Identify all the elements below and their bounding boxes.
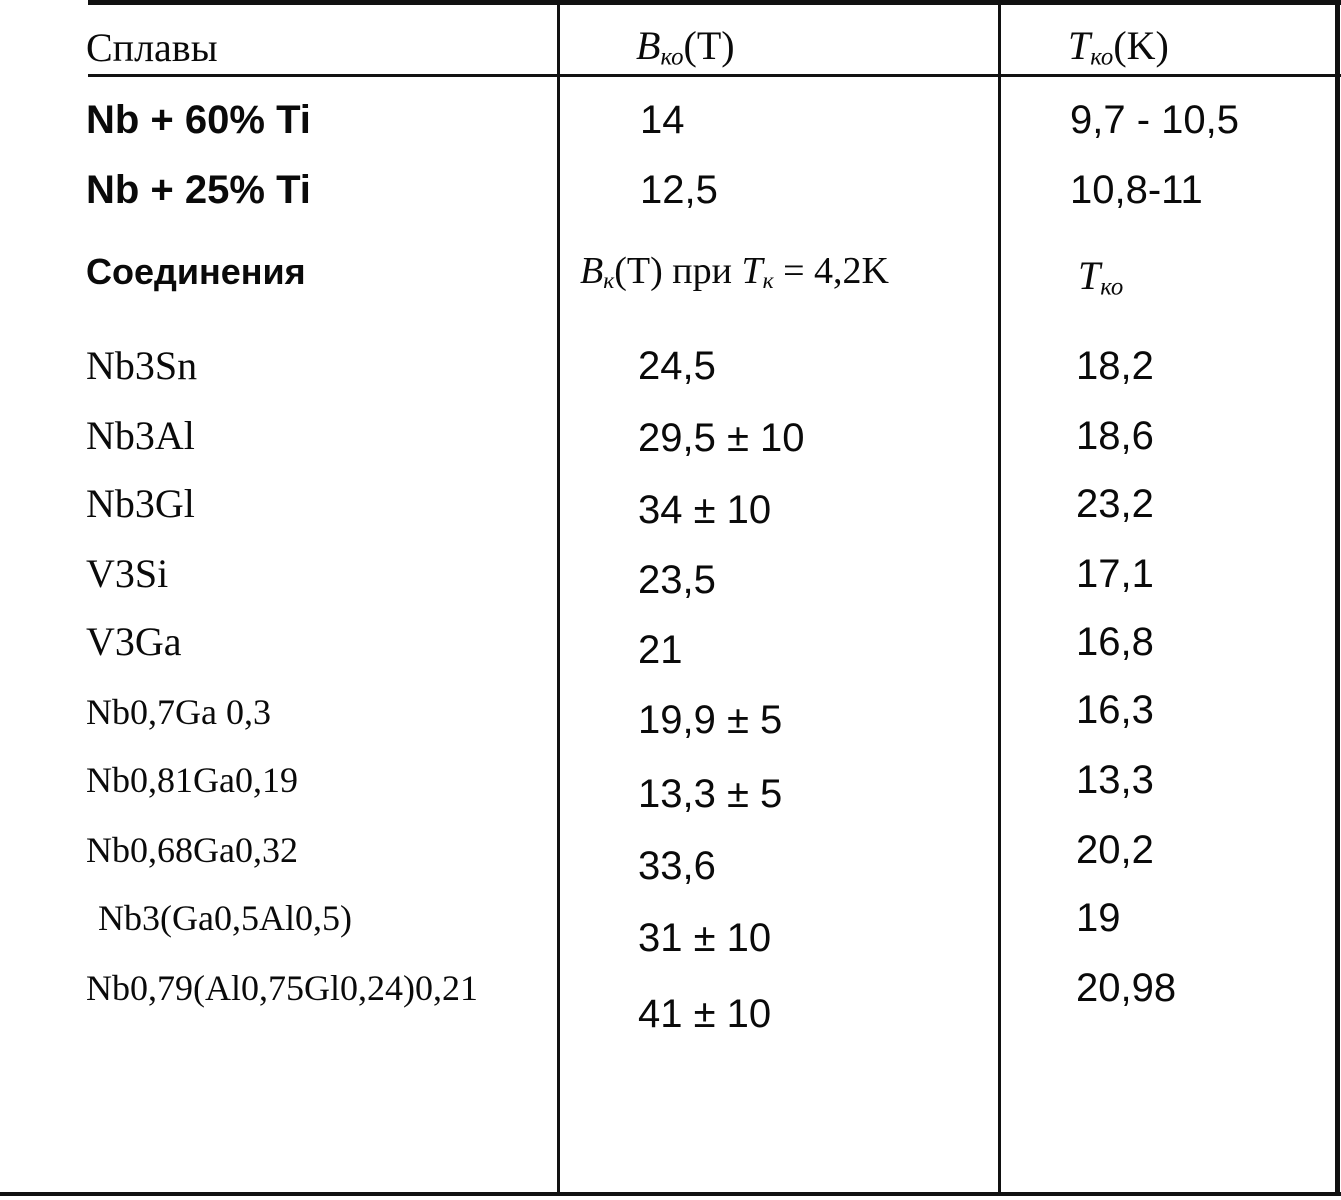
header-alloys: Сплавы (86, 25, 218, 70)
header-underline (88, 74, 1341, 77)
subheader-tk-value: = 4,2K (773, 250, 889, 292)
header-bko-unit: (T) (683, 23, 735, 68)
compound-name: Nb3Sn (86, 343, 198, 388)
alloy-bko: 12,5 (640, 168, 718, 212)
subheader-tk-symbol: T (741, 250, 763, 292)
compound-tko: 13,3 (1076, 758, 1154, 802)
compound-bk: 29,5 ± 10 (638, 416, 805, 460)
header-tko-subscript: ко (1090, 43, 1114, 71)
compound-bk: 24,5 (638, 344, 716, 388)
header-bko-symbol: B (636, 23, 661, 68)
subheader-bk: Bк(T) при Tк = 4,2K (580, 252, 889, 294)
compound-tko: 17,1 (1076, 552, 1154, 596)
compound-name: Nb0,79(Al0,75Gl0,24)0,21 (86, 968, 478, 1008)
compound-bk: 19,9 ± 5 (638, 698, 783, 742)
compound-tko: 18,6 (1076, 414, 1154, 458)
compound-bk: 31 ± 10 (638, 916, 772, 960)
header-bko: Bко(T) (636, 26, 735, 70)
compound-name: Nb3Al (86, 413, 195, 458)
subheader-tko-symbol: T (1078, 253, 1101, 298)
compound-name: V3Ga (86, 619, 182, 664)
compound-bk: 33,6 (638, 844, 716, 888)
compound-tko: 20,2 (1076, 828, 1154, 872)
compound-tko: 20,98 (1076, 966, 1177, 1010)
compound-bk: 23,5 (638, 558, 716, 602)
header-tko: Tко(K) (1068, 26, 1169, 70)
compound-bk: 21 (638, 628, 683, 672)
subheader-compounds: Соединения (86, 251, 306, 292)
compound-name: Nb0,7Ga 0,3 (86, 692, 271, 732)
compound-tko: 16,3 (1076, 688, 1154, 732)
alloy-name: Nb + 60% Ti (86, 98, 311, 142)
subheader-tko: Tко (1078, 256, 1123, 300)
compound-name: Nb0,68Ga0,32 (86, 830, 298, 870)
compound-name: Nb3(Ga0,5Al0,5) (98, 898, 352, 938)
header-tko-unit: (K) (1113, 23, 1169, 68)
compound-tko: 19 (1076, 896, 1121, 940)
compound-tko: 23,2 (1076, 482, 1154, 526)
column-divider-2 (998, 0, 1001, 1196)
subheader-tko-subscript: ко (1100, 273, 1124, 301)
right-border (1335, 0, 1340, 1196)
top-border (88, 0, 1341, 5)
compound-tko: 18,2 (1076, 344, 1154, 388)
alloy-tko: 9,7 - 10,5 (1070, 98, 1240, 142)
compound-bk: 13,3 ± 5 (638, 772, 783, 816)
subheader-tk-subscript: к (762, 268, 774, 295)
subheader-bk-subscript: к (603, 268, 615, 295)
compound-name: Nb0,81Ga0,19 (86, 760, 298, 800)
alloy-tko: 10,8-11 (1070, 168, 1203, 212)
compound-tko: 16,8 (1076, 620, 1154, 664)
compound-name: Nb3Gl (86, 481, 195, 526)
compound-bk: 34 ± 10 (638, 488, 772, 532)
header-tko-symbol: T (1068, 23, 1091, 68)
header-bko-subscript: ко (660, 43, 684, 71)
subheader-bk-mid: (T) при (614, 250, 742, 292)
compound-bk: 41 ± 10 (638, 992, 772, 1036)
column-divider-1 (557, 0, 560, 1196)
alloy-bko: 14 (640, 98, 685, 142)
compound-name: V3Si (86, 551, 169, 596)
bottom-border (0, 1192, 1341, 1196)
subheader-bk-symbol: B (580, 250, 604, 292)
alloy-name: Nb + 25% Ti (86, 168, 311, 212)
